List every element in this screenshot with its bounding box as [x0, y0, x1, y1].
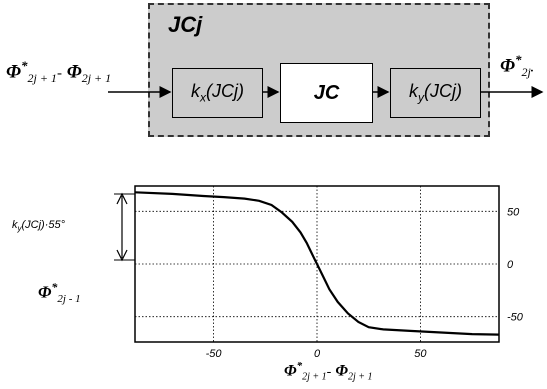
input-dash: -: [56, 65, 62, 82]
output-star: *: [515, 52, 522, 67]
output-phi: Φ: [500, 55, 515, 77]
kx-block: kx(JCj): [172, 68, 263, 118]
input-phi-a: Φ: [6, 61, 21, 83]
input-sub-a: 2j + 1: [27, 71, 57, 86]
x-dash: -: [326, 364, 332, 380]
input-sub-b: 2j + 1: [81, 71, 112, 86]
outer-block-label: JCj: [168, 12, 203, 37]
ky-block: ky(JCj): [390, 68, 481, 118]
x-sub-a: 2j + 1: [302, 371, 327, 383]
gain-label: ky(JCj)·55°: [12, 219, 65, 233]
x-phi-a: Φ: [284, 362, 297, 380]
left-phi: Φ: [38, 282, 52, 302]
x-star: *: [296, 360, 303, 372]
left-phi-sub: 2j - 1: [57, 293, 81, 306]
gain-label-text: ky(JCj)·55°: [12, 219, 66, 234]
x-tick-label: -50: [206, 348, 223, 360]
x-tick-label: 0: [314, 348, 321, 360]
left-phi-star: *: [51, 280, 58, 294]
input-star-a: *: [21, 58, 28, 73]
x-tick-label: 50: [414, 348, 427, 360]
x-axis-label: Φ*2j + 1- Φ2j + 1: [284, 360, 372, 383]
jc-block-label: JC: [313, 81, 340, 104]
input-phi-b: Φ: [66, 61, 82, 83]
signal-arrows: [108, 86, 544, 98]
kx-block-label: kx(JCj): [191, 81, 244, 105]
x-sub-b: 2j + 1: [347, 371, 373, 383]
output-sub: 2j: [521, 65, 531, 80]
output-period: .: [530, 60, 534, 75]
y-tick-label: 50: [507, 206, 520, 218]
jc-block: JC: [280, 63, 373, 123]
input-label: Φ*2j + 1- Φ2j + 1: [6, 58, 111, 86]
series-line: [134, 191, 500, 336]
output-label: Φ*2j.: [500, 52, 534, 80]
x-phi-b: Φ: [335, 362, 348, 380]
gain-bracket: [114, 192, 135, 262]
left-phi-label: Φ*2j - 1: [38, 280, 81, 305]
y-tick-label: 0: [507, 259, 514, 271]
y-tick-label: -50: [507, 312, 524, 324]
ky-block-label: ky(JCj): [409, 81, 462, 105]
